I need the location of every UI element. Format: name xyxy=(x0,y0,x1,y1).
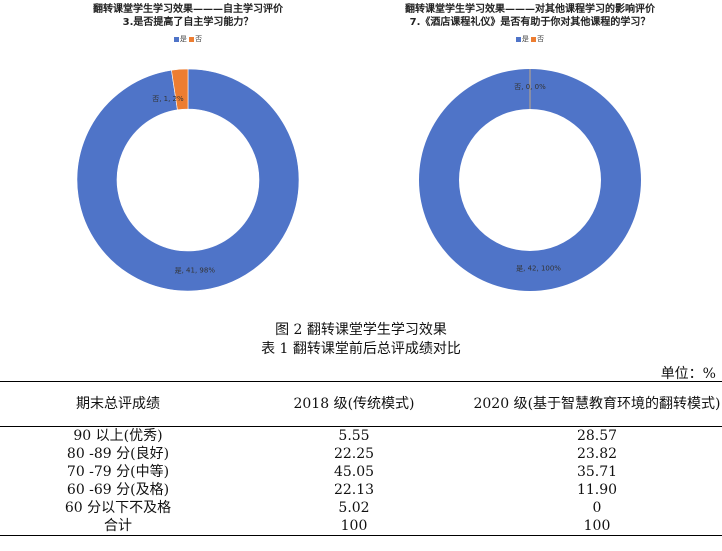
unit-label: 单位：% xyxy=(660,366,716,382)
donut-chart-self-learning: 翻转课堂学生学习效果———自主学习评价 3.是否提高了自主学习能力？ 是 否 是… xyxy=(38,0,338,310)
cell-2018: 5.02 xyxy=(338,500,370,516)
cell-2018: 100 xyxy=(340,518,368,534)
cell-2020: 28.57 xyxy=(576,428,618,444)
data-label-是: 是, 42, 100% xyxy=(516,265,561,273)
chart-title-line2: 3.是否提高了自主学习能力？ xyxy=(122,17,254,28)
legend-swatch-no xyxy=(189,36,195,42)
cell-grade: 80 -89 分(良好) xyxy=(66,446,170,462)
donut-slice-是 xyxy=(418,69,641,291)
legend-swatch-yes xyxy=(173,36,179,42)
cell-2018: 5.55 xyxy=(338,428,370,444)
score-comparison-table: 期末总评成绩 2018 级(传统模式) 2020 级(基于智慧教育环境的翻转模式… xyxy=(0,381,722,536)
legend-label-no: 否 xyxy=(537,35,545,43)
table-row: 60 分以下不及格 5.02 0 xyxy=(0,499,722,517)
legend-label-yes: 是 xyxy=(179,35,187,43)
donut-svg: 是, 41, 98% 否, 1, 2% xyxy=(76,68,300,292)
chart-title-line1: 翻转课堂学生学习效果———自主学习评价 xyxy=(93,4,283,15)
donut-chart-other-courses: 翻转课堂学生学习效果———对其他课程学习的影响评价 7.《酒店课程礼仪》是否有助… xyxy=(380,0,680,310)
chart-title: 翻转课堂学生学习效果———对其他课程学习的影响评价 7.《酒店课程礼仪》是否有助… xyxy=(380,3,680,29)
chart-legend: 是 否 xyxy=(380,34,680,44)
table-row: 80 -89 分(良好) 22.25 23.82 xyxy=(0,445,722,463)
cell-2020: 35.71 xyxy=(576,464,618,480)
cell-grade: 90 以上(优秀) xyxy=(73,428,163,444)
header-2018: 2018 级(传统模式) xyxy=(293,396,415,412)
cell-grade: 60 -69 分(及格) xyxy=(66,482,170,498)
donut-slice-否 xyxy=(171,68,189,111)
table-row: 70 -79 分(中等) 45.05 35.71 xyxy=(0,463,722,481)
figure-caption: 图 2 翻转课堂学生学习效果 xyxy=(275,322,447,338)
table-row: 90 以上(优秀) 5.55 28.57 xyxy=(0,427,722,446)
chart-title-line1: 翻转课堂学生学习效果———对其他课程学习的影响评价 xyxy=(405,4,655,15)
chart-title: 翻转课堂学生学习效果———自主学习评价 3.是否提高了自主学习能力？ xyxy=(38,3,338,29)
cell-2018: 22.25 xyxy=(333,446,375,462)
header-final-score: 期末总评成绩 xyxy=(76,396,160,412)
cell-2020: 11.90 xyxy=(576,482,618,498)
table-row: 合计 100 100 xyxy=(0,517,722,536)
header-2020: 2020 级(基于智慧教育环境的翻转模式) xyxy=(473,396,721,412)
cell-2020: 23.82 xyxy=(576,446,618,462)
cell-grade: 60 分以下不及格 xyxy=(64,500,172,516)
donut-slice-是 xyxy=(76,68,300,292)
table-row: 60 -69 分(及格) 22.13 11.90 xyxy=(0,481,722,499)
legend-label-no: 否 xyxy=(195,35,203,43)
legend-swatch-no xyxy=(531,36,537,42)
cell-2020: 100 xyxy=(583,518,611,534)
cell-grade: 70 -79 分(中等) xyxy=(66,464,170,480)
legend-swatch-yes xyxy=(515,36,521,42)
data-label-否: 否, 1, 2% xyxy=(152,95,184,103)
cell-2020: 0 xyxy=(592,500,602,516)
cell-2018: 45.05 xyxy=(333,464,375,480)
data-label-是: 是, 41, 98% xyxy=(175,267,216,275)
data-label-否: 否, 0, 0% xyxy=(514,83,546,91)
cell-grade: 合计 xyxy=(104,518,132,534)
legend-label-yes: 是 xyxy=(521,35,529,43)
donut-svg: 是, 42, 100% 否, 0, 0% xyxy=(418,69,641,291)
table-header-row: 期末总评成绩 2018 级(传统模式) 2020 级(基于智慧教育环境的翻转模式… xyxy=(0,381,722,427)
table-caption: 表 1 翻转课堂前后总评成绩对比 xyxy=(261,341,461,357)
chart-legend: 是 否 xyxy=(38,34,338,44)
cell-2018: 22.13 xyxy=(333,482,375,498)
chart-title-line2: 7.《酒店课程礼仪》是否有助于你对其他课程的学习？ xyxy=(409,17,651,28)
